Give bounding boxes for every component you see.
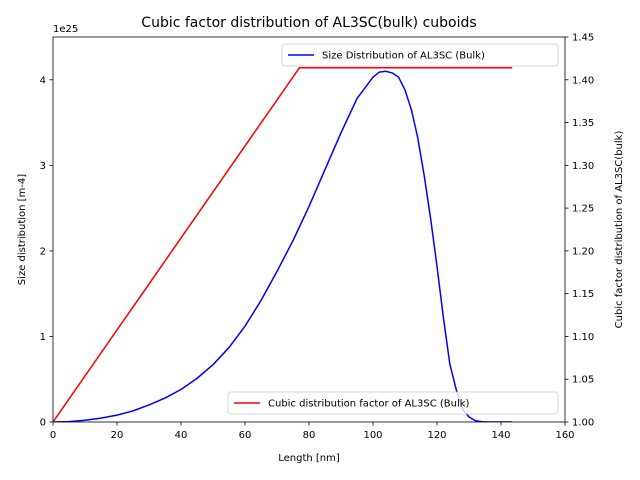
- x-tick-label: 140: [491, 430, 510, 441]
- x-tick-label: 0: [50, 430, 56, 441]
- y-right-tick-label: 1.25: [572, 204, 594, 215]
- y-right-tick-label: 1.40: [572, 75, 594, 86]
- x-tick-label: 80: [303, 430, 316, 441]
- y-right-tick-label: 1.10: [572, 332, 594, 343]
- y-right-axis-label: Cubic factor distribution of AL3SC(bulk): [614, 131, 625, 329]
- y-right-tick-label: 1.35: [572, 118, 594, 129]
- legend-label: Size Distribution of AL3SC (Bulk): [322, 51, 485, 62]
- legend-cubic-factor: Cubic distribution factor of AL3SC (Bulk…: [227, 391, 559, 415]
- legend-size-distribution: Size Distribution of AL3SC (Bulk): [281, 43, 559, 67]
- y-right-tick-label: 1.05: [572, 375, 594, 386]
- y-right-tick-label: 1.30: [572, 161, 594, 172]
- legend-box: [227, 391, 559, 415]
- x-tick-label: 100: [363, 430, 382, 441]
- y-left-tick-label: 3: [40, 161, 46, 172]
- chart-title: Cubic factor distribution of AL3SC(bulk)…: [141, 15, 476, 31]
- y-left-tick-label: 2: [40, 246, 46, 257]
- series-line-size-distribution: [53, 70, 513, 422]
- x-tick-label: 60: [239, 430, 252, 441]
- y-right-tick-label: 1.00: [572, 418, 594, 429]
- x-axis-label: Length [nm]: [278, 453, 340, 464]
- y-left-tick-label: 4: [40, 75, 46, 86]
- y-left-tick-label: 1: [40, 332, 46, 343]
- legend-box: [281, 43, 559, 67]
- legend-label: Cubic distribution factor of AL3SC (Bulk…: [268, 399, 470, 410]
- y-right-tick-label: 1.45: [572, 33, 594, 44]
- y-left-axis-label: Size distribution [m-4]: [17, 174, 28, 285]
- y-right-tick-label: 1.20: [572, 246, 594, 257]
- y-left-tick-label: 0: [40, 418, 46, 429]
- y-right-tick-label: 1.15: [572, 289, 594, 300]
- x-tick-label: 160: [555, 430, 574, 441]
- series-line-cubic-factor: [53, 67, 513, 422]
- x-tick-label: 40: [175, 430, 188, 441]
- y-left-offset-text: 1e25: [53, 24, 78, 35]
- x-tick-label: 120: [427, 430, 446, 441]
- x-tick-label: 20: [111, 430, 124, 441]
